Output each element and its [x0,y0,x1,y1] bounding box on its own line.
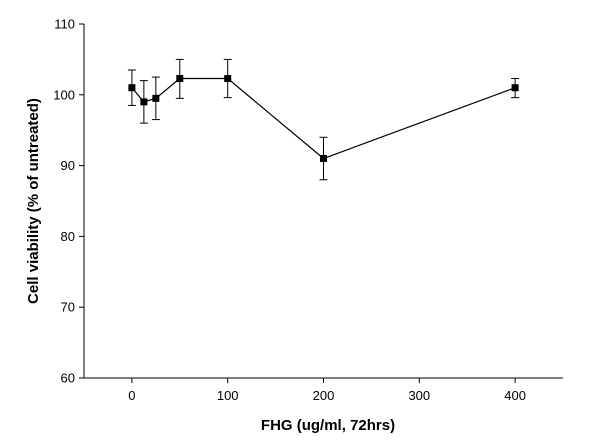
y-tick-label: 100 [53,87,75,102]
series-layer [127,58,520,181]
y-tick-label: 70 [61,300,75,315]
data-point-marker [224,75,232,83]
data-point-marker [320,155,327,163]
x-tick-label: 0 [128,388,135,403]
data-point-marker [128,84,136,92]
y-tick-label: 110 [54,17,75,32]
y-tick-label: 90 [61,158,75,173]
y-tick-label: 60 [61,371,75,386]
x-axis-title: FHG (ug/ml, 72hrs) [261,417,395,434]
x-tick-label: 100 [217,388,239,403]
data-point-marker [152,94,160,102]
y-axis-title: Cell viability (% of untreated) [25,98,42,304]
data-point-marker [140,98,148,106]
y-axis: 60 70 80 90 100 110 [53,17,85,386]
data-point-marker [511,84,519,92]
data-point-marker [176,75,184,83]
x-axis: 0 100 200 300 400 [84,377,563,403]
y-tick-label: 80 [61,229,75,244]
x-tick-label: 400 [504,388,526,403]
x-tick-label: 200 [313,388,335,403]
x-tick-label: 300 [408,388,430,403]
